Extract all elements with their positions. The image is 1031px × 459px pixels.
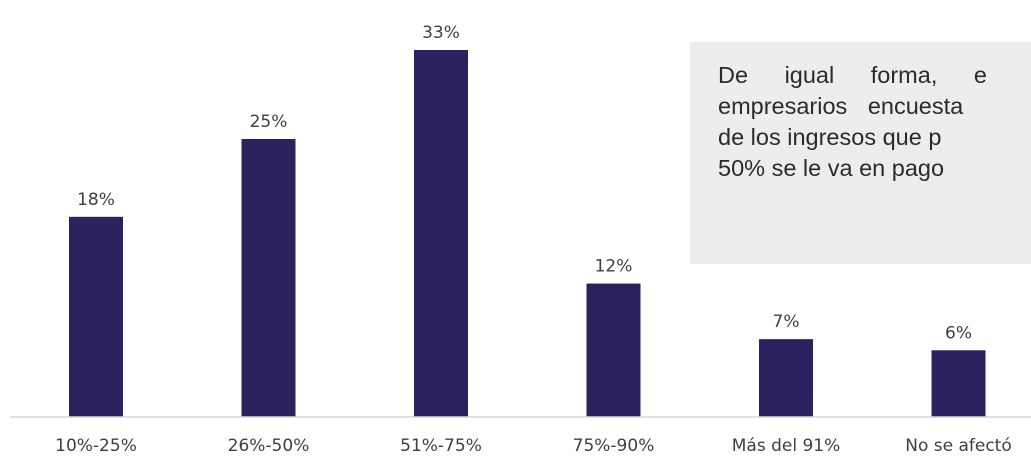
bar-2 — [241, 138, 296, 417]
x-tick-labels-group: 10%-25% 26%-50% 51%-75% 75%-90% Más del 91% N… — [55, 436, 1012, 456]
bar-1 — [69, 216, 123, 417]
value-label-6: 6% — [945, 323, 972, 343]
value-label-1: 18% — [77, 190, 115, 210]
callout-line-3: de los ingresos que p — [718, 124, 942, 150]
callout-box: De igual forma, e empresarios encuesta d… — [690, 42, 1031, 264]
value-labels-group: 18% 25% 33% 12% 7% 6% — [77, 23, 972, 343]
bars-group — [69, 50, 986, 417]
x-tick-label-6: No se afectó — [905, 436, 1012, 456]
x-tick-label-1: 10%-25% — [55, 436, 137, 456]
x-tick-label-2: 26%-50% — [228, 436, 310, 456]
x-tick-label-4: 75%-90% — [573, 436, 655, 456]
value-label-5: 7% — [773, 312, 800, 332]
value-label-4: 12% — [595, 257, 633, 277]
callout-line-1: De igual forma, e — [718, 62, 987, 88]
callout-text: De igual forma, e empresarios encuesta d… — [718, 60, 1031, 184]
x-tick-label-3: 51%-75% — [400, 436, 482, 456]
callout-line-4: 50% se le va en pago — [718, 155, 945, 181]
value-label-2: 25% — [250, 112, 288, 132]
x-tick-label-5: Más del 91% — [732, 436, 841, 456]
bar-5 — [759, 339, 813, 417]
bar-3 — [414, 50, 468, 417]
bar-6 — [931, 350, 986, 417]
callout-line-2: empresarios encuesta — [718, 93, 964, 119]
value-label-3: 33% — [422, 23, 460, 43]
bar-4 — [586, 283, 641, 417]
